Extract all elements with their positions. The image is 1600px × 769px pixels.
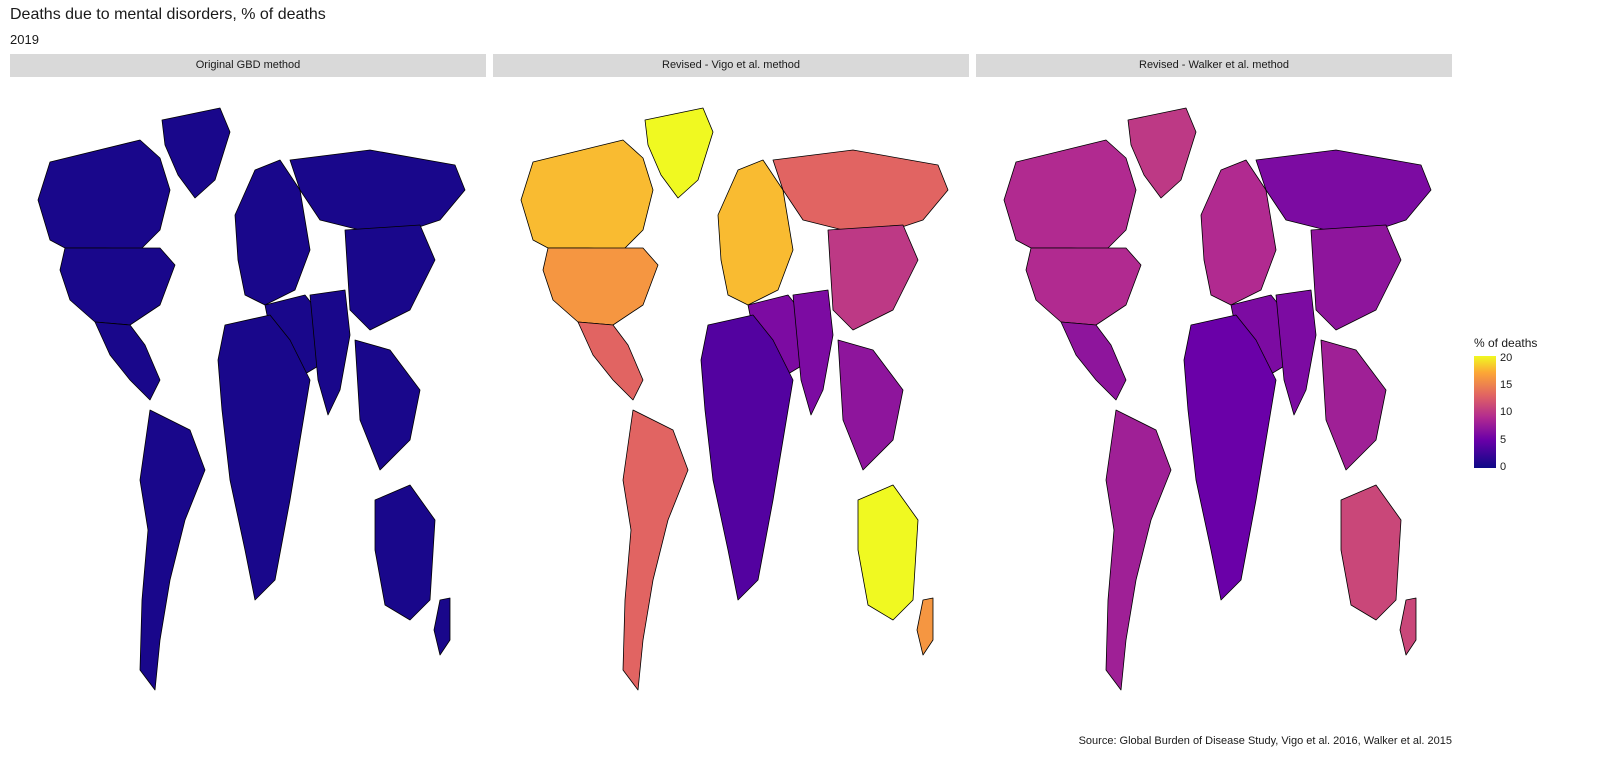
region-canada	[520, 139, 654, 251]
region-southeast-asia	[354, 339, 421, 471]
map-panel-vigo	[493, 80, 969, 720]
region-latin-america	[1060, 321, 1127, 401]
facet-label-walker: Revised - Walker et al. method	[976, 54, 1452, 77]
region-south-america	[139, 409, 206, 691]
region-europe	[1200, 159, 1277, 306]
legend-tick: 10	[1500, 406, 1513, 418]
region-southeast-asia	[1320, 339, 1387, 471]
legend-tick: 0	[1500, 461, 1507, 473]
region-south-america	[1105, 409, 1172, 691]
color-legend: % of deaths 20 15 10 5 0	[1474, 336, 1538, 473]
region-russia	[1255, 149, 1432, 231]
region-usa	[1025, 247, 1142, 326]
legend-tick: 20	[1500, 352, 1513, 364]
region-africa	[700, 314, 794, 601]
chart-subtitle: 2019	[10, 32, 39, 47]
region-south-asia	[1275, 289, 1317, 416]
legend-title: % of deaths	[1474, 336, 1538, 350]
region-australia	[857, 484, 919, 621]
region-south-asia	[309, 289, 351, 416]
region-europe	[717, 159, 794, 306]
legend-tick: 5	[1500, 434, 1507, 446]
region-canada	[37, 139, 171, 251]
region-new-zealand	[1399, 597, 1417, 656]
region-greenland	[161, 107, 231, 199]
region-africa	[217, 314, 311, 601]
source-caption: Source: Global Burden of Disease Study, …	[1078, 735, 1452, 747]
map-panel-walker	[976, 80, 1452, 720]
region-greenland	[644, 107, 714, 199]
chart-title: Deaths due to mental disorders, % of dea…	[10, 6, 326, 23]
region-usa	[542, 247, 659, 326]
region-southeast-asia	[837, 339, 904, 471]
region-russia	[772, 149, 949, 231]
region-russia	[289, 149, 466, 231]
region-africa	[1183, 314, 1277, 601]
region-usa	[59, 247, 176, 326]
region-new-zealand	[433, 597, 451, 656]
region-europe	[234, 159, 311, 306]
region-east-asia	[827, 224, 919, 331]
facet-label-original: Original GBD method	[10, 54, 486, 77]
region-australia	[374, 484, 436, 621]
region-east-asia	[344, 224, 436, 331]
region-greenland	[1127, 107, 1197, 199]
map-panel-original	[10, 80, 486, 720]
region-east-asia	[1310, 224, 1402, 331]
legend-tick: 15	[1500, 379, 1513, 391]
legend-colorbar	[1474, 356, 1496, 468]
facet-label-vigo: Revised - Vigo et al. method	[493, 54, 969, 77]
region-south-america	[622, 409, 689, 691]
region-latin-america	[577, 321, 644, 401]
region-south-asia	[792, 289, 834, 416]
region-new-zealand	[916, 597, 934, 656]
region-canada	[1003, 139, 1137, 251]
region-australia	[1340, 484, 1402, 621]
region-latin-america	[94, 321, 161, 401]
